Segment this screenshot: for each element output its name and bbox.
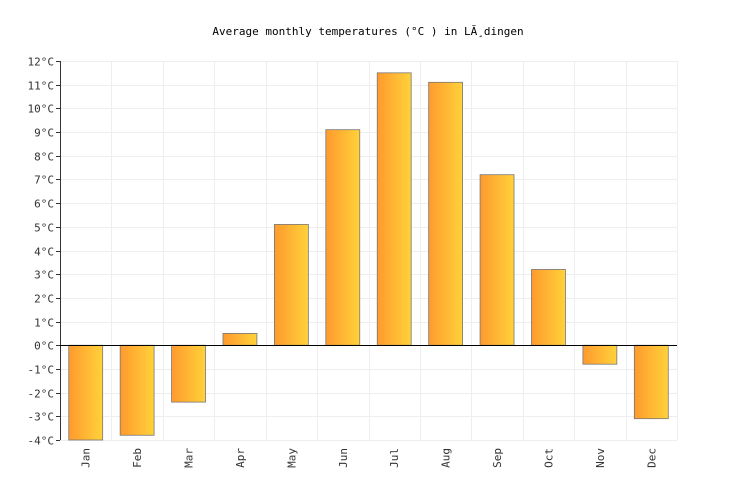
x-tick-label: Jun xyxy=(337,448,350,468)
x-axis-tick-labels: Jan Feb Mar Apr May Jun Jul Aug Sep Oct Nov Dec xyxy=(80,448,659,468)
y-tick-label: 9°C xyxy=(34,127,54,140)
y-tick-label: 12°C xyxy=(28,56,55,69)
bar-may xyxy=(274,224,309,346)
x-tick-label: Sep xyxy=(491,448,504,468)
y-tick-label: 7°C xyxy=(34,174,54,187)
chart-title: Average monthly temperatures (°C ) in LĂ… xyxy=(212,25,523,38)
x-tick-label: Jul xyxy=(388,448,401,468)
x-tick-label: Nov xyxy=(594,448,607,468)
axes xyxy=(56,61,677,441)
y-tick-label: 3°C xyxy=(34,269,54,282)
x-tick-label: Feb xyxy=(131,448,144,468)
x-tick-label: May xyxy=(285,448,298,468)
x-tick-label: Mar xyxy=(183,448,196,468)
bar-feb xyxy=(119,344,155,436)
y-tick-label: 11°C xyxy=(28,80,55,93)
y-tick-label: 6°C xyxy=(34,198,54,211)
bar-jul xyxy=(376,72,412,346)
y-tick-label: 5°C xyxy=(34,222,54,235)
bar-aug xyxy=(428,81,463,346)
y-tick-label: -1°C xyxy=(28,364,55,377)
bar-jan xyxy=(68,344,104,441)
y-tick-label: 8°C xyxy=(34,151,54,164)
bar-apr xyxy=(222,333,258,346)
x-tick-label: Oct xyxy=(542,448,555,468)
y-tick-label: 10°C xyxy=(28,103,55,116)
y-tick-label: -4°C xyxy=(28,435,55,448)
x-tick-label: Apr xyxy=(234,448,247,468)
bar-dec xyxy=(633,344,669,420)
y-tick-label: 4°C xyxy=(34,246,54,259)
x-tick-label: Dec xyxy=(645,448,658,468)
bar-jun xyxy=(325,129,361,346)
y-tick-label: 1°C xyxy=(34,317,54,330)
x-tick-label: Aug xyxy=(440,448,453,468)
y-tick-label: 0°C xyxy=(34,340,54,353)
y-tick-label: -3°C xyxy=(28,411,55,424)
y-tick-label: 2°C xyxy=(34,293,54,306)
bar-nov xyxy=(582,344,618,365)
y-axis-tick-labels: -4°C -3°C -2°C -1°C 0°C 1°C 2°C 3°C 4°C 5°C 6°C 7°C… xyxy=(28,56,55,448)
bar-oct xyxy=(531,269,566,346)
bar-sep xyxy=(479,174,515,346)
y-tick-label: -2°C xyxy=(28,388,55,401)
bars xyxy=(68,72,669,441)
bar-mar xyxy=(171,344,206,403)
x-tick-label: Jan xyxy=(80,448,93,468)
